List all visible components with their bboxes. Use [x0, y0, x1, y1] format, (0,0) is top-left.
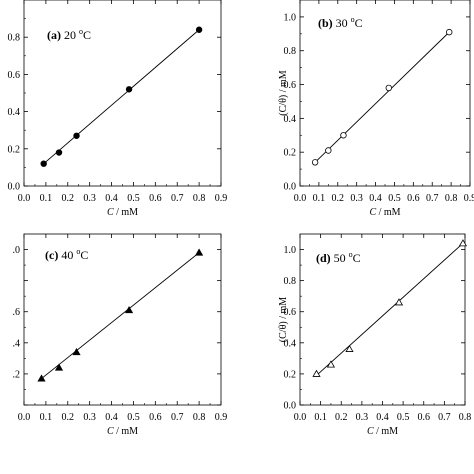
y-tick-label: 0.8 — [8, 33, 21, 44]
y-tick-label: 0.8 — [284, 276, 297, 287]
x-tick-label: 0.9 — [464, 193, 474, 204]
y-tick-label: 0.2 — [8, 144, 21, 155]
data-point — [195, 26, 203, 33]
x-tick-label: 0.4 — [376, 412, 389, 423]
x-tick-label: 0.0 — [18, 193, 31, 204]
data-point — [72, 347, 81, 356]
y-axis-label: (C/θ) / mM — [278, 297, 289, 342]
x-tick-label: 0.8 — [193, 412, 206, 423]
y-tick-label: 0.6 — [284, 80, 297, 91]
x-tick-label: 0.6 — [149, 193, 162, 204]
x-tick-label: 0.5 — [388, 193, 401, 204]
x-tick-label: 0.2 — [335, 412, 348, 423]
x-tick-label: 0.3 — [83, 193, 96, 204]
x-tick-label: 0.0 — [18, 412, 31, 423]
x-tick-label: 0.6 — [407, 193, 420, 204]
panel-title: (d) 50 oC — [316, 250, 361, 265]
x-tick-label: 0.3 — [83, 412, 96, 423]
x-tick-label: 0.4 — [369, 193, 382, 204]
y-tick-label: 0.2 — [284, 369, 297, 380]
y-axis-label: (C/θ) / mM — [278, 70, 289, 115]
x-tick-label: 0.4 — [105, 412, 118, 423]
panel-a: 0.0 0.1 0.2 0.3 0.4 0.5 0.6 0.7 0.8 0.9 0.0 0.2 0.4 0… — [8, 0, 228, 218]
panel-title: (a) 20 oC — [47, 27, 91, 42]
y-tick-label: 0.4 — [284, 114, 297, 125]
x-tick-label: 0.0 — [294, 412, 307, 423]
panel-title: (c) 40 oC — [45, 247, 88, 262]
x-tick-label: 0.8 — [193, 193, 206, 204]
y-tick-label: .0 — [13, 245, 21, 256]
x-tick-label: 0.9 — [215, 193, 228, 204]
data-point — [345, 344, 354, 352]
x-tick-label: 0.1 — [314, 412, 327, 423]
x-tick-label: 0.1 — [40, 412, 53, 423]
x-tick-label: 0.4 — [105, 193, 118, 204]
y-tick-label: 0.4 — [8, 107, 21, 118]
x-tick-label: 0.7 — [426, 193, 439, 204]
data-point — [458, 239, 468, 247]
x-tick-label: 0.7 — [171, 193, 184, 204]
x-tick-label: 0.1 — [313, 193, 326, 204]
x-tick-label: 0.2 — [62, 412, 75, 423]
data-point — [55, 149, 63, 156]
x-axis-label: C / mM — [369, 207, 400, 218]
fit-line — [43, 29, 200, 165]
data-point — [394, 298, 404, 306]
data-point — [73, 132, 80, 139]
data-point — [54, 363, 64, 371]
x-tick-label: 0.7 — [171, 412, 184, 423]
x-axis-label: C / mM — [107, 207, 138, 218]
x-tick-label: 0.0 — [294, 193, 307, 204]
x-tick-label: 0.5 — [397, 412, 410, 423]
x-tick-label: 0.8 — [459, 412, 472, 423]
fit-line — [316, 242, 464, 376]
x-tick-label: 0.2 — [332, 193, 345, 204]
panel-title: (b) 30 oC — [318, 15, 363, 30]
y-tick-label: 0.2 — [284, 148, 297, 159]
data-point — [326, 360, 336, 368]
x-tick-label: 0.5 — [127, 193, 140, 204]
x-tick-label: 0.3 — [350, 193, 363, 204]
x-tick-label: 0.7 — [438, 412, 451, 423]
fit-line — [41, 252, 200, 379]
x-axis-label: C / mM — [107, 426, 138, 437]
data-point — [325, 147, 332, 154]
data-point — [385, 84, 392, 92]
y-tick-label: 0.4 — [284, 338, 297, 349]
x-tick-label: 0.2 — [62, 193, 75, 204]
data-point — [312, 369, 321, 377]
panel-b: 0.0 0.1 0.2 0.3 0.4 0.5 0.6 0.7 0.8 0.9 0.0 0.2 0.4 0… — [278, 0, 474, 218]
x-tick-label: 0.9 — [215, 412, 228, 423]
data-point — [446, 28, 453, 36]
y-tick-label: 0.0 — [284, 182, 297, 193]
y-tick-label: 0.6 — [284, 307, 297, 318]
y-tick-label: .4 — [13, 338, 21, 349]
data-point — [37, 374, 46, 382]
fit-line — [314, 31, 450, 163]
x-tick-label: 0.8 — [445, 193, 458, 204]
x-tick-label: 0.6 — [418, 412, 431, 423]
data-point — [40, 160, 47, 167]
y-tick-label: .6 — [13, 307, 21, 318]
x-axis-label: C / mM — [367, 426, 398, 437]
x-tick-label: 0.1 — [40, 193, 53, 204]
y-tick-label: 1.0 — [284, 245, 297, 256]
data-point — [125, 86, 133, 93]
panel-c: 0.0 0.1 0.2 0.3 0.4 0.5 0.6 0.7 0.8 0.9 .2 .4 .6 .0 C … — [13, 233, 228, 437]
x-tick-label: 0.5 — [127, 412, 140, 423]
data-point — [124, 305, 134, 314]
y-tick-label: 0.6 — [8, 70, 21, 81]
x-tick-label: 0.6 — [149, 412, 162, 423]
y-tick-label: 0.0 — [284, 401, 297, 412]
panel-d: 0.0 0.1 0.2 0.3 0.4 0.5 0.6 0.7 0.8 0.0 0.2 0.4 0.6 0… — [278, 233, 472, 437]
data-point — [311, 159, 319, 166]
data-point — [340, 132, 347, 139]
y-tick-label: 1.0 — [284, 12, 297, 23]
y-tick-label: .2 — [13, 369, 21, 380]
x-tick-label: 0.3 — [356, 412, 369, 423]
data-point — [195, 248, 204, 256]
y-tick-label: 0.8 — [284, 46, 297, 57]
y-tick-label: 0.0 — [8, 182, 21, 193]
